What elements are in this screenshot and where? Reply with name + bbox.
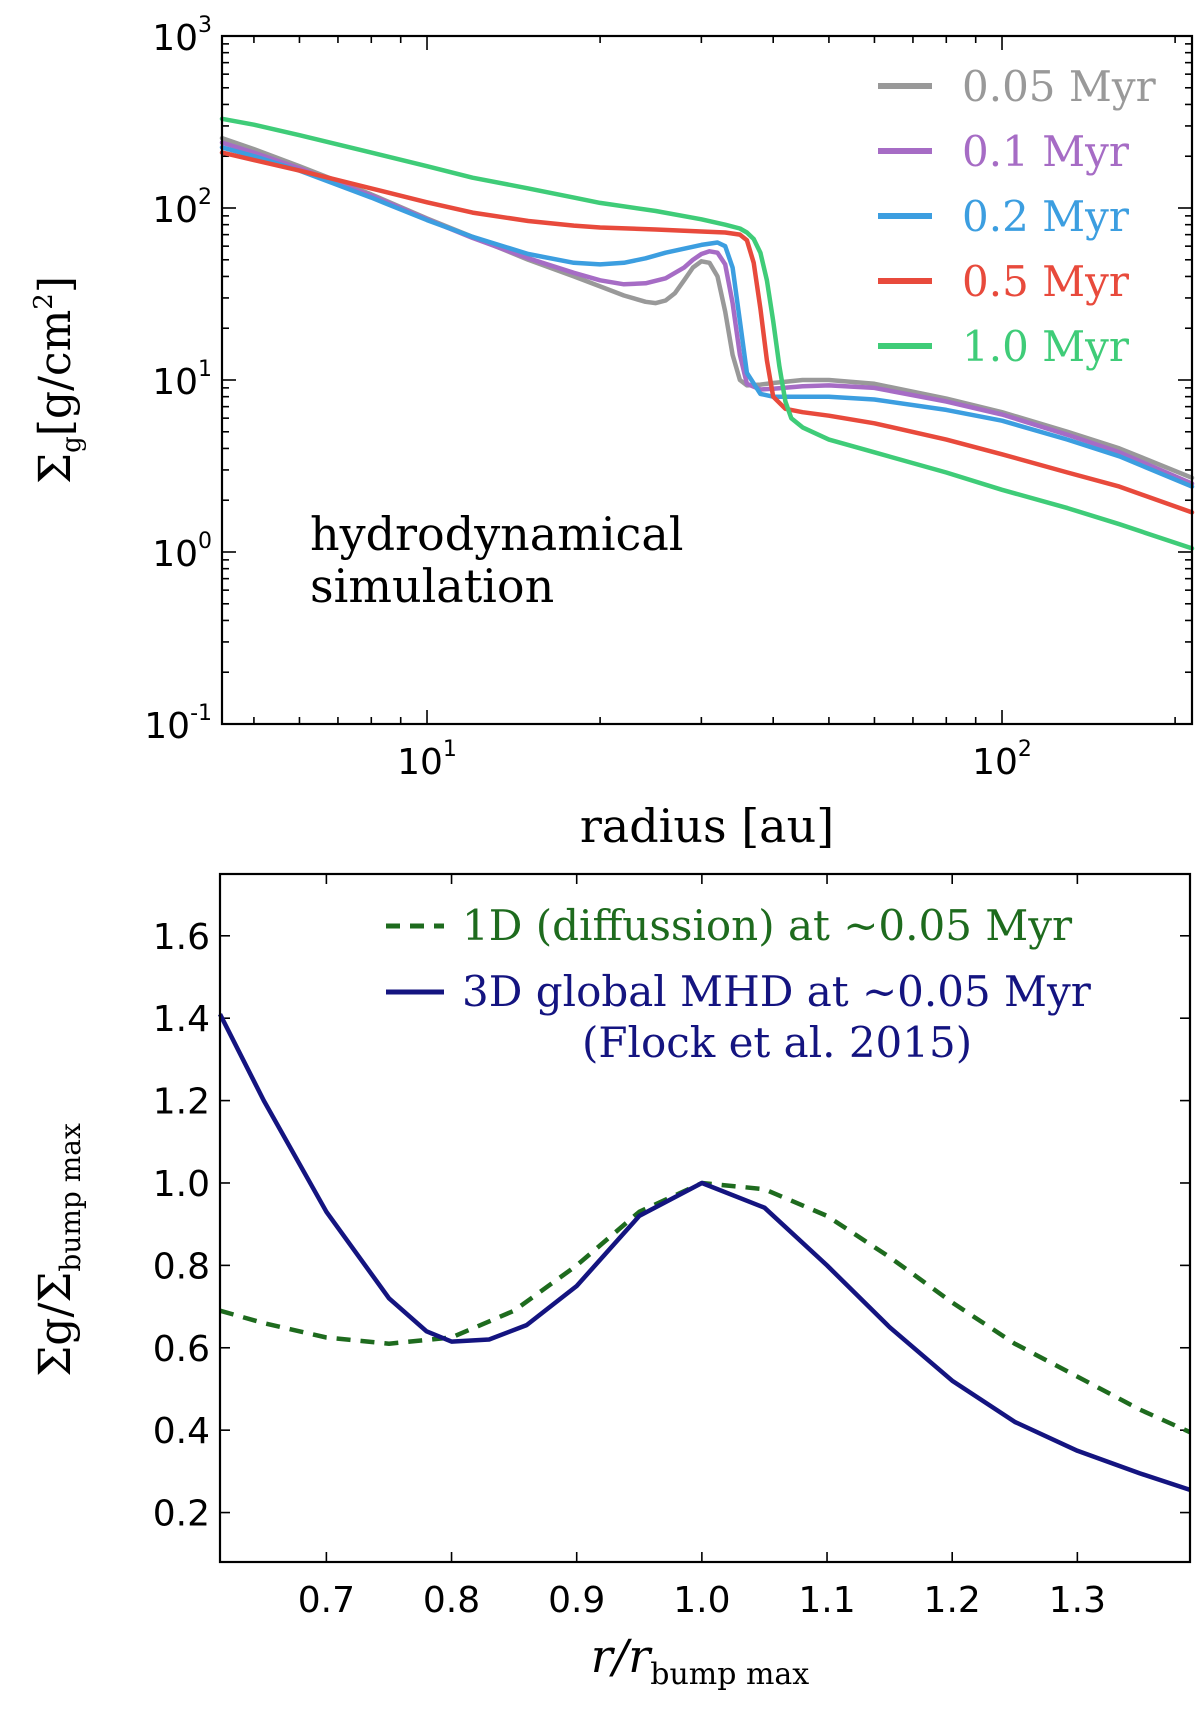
bottom-x-tick-label: 0.7 <box>298 1580 355 1621</box>
bottom-y-tick-label: 1.0 <box>153 1164 210 1205</box>
bottom-x-tick-label: 0.9 <box>548 1580 605 1621</box>
bottom-x-tick-label: 1.2 <box>924 1580 981 1621</box>
top-x-tick-labels: 101 102 <box>397 737 1032 783</box>
top-series-group <box>219 116 1195 551</box>
bottom-x-tick-label: 0.8 <box>423 1580 480 1621</box>
bottom-y-tick-label: 0.8 <box>153 1246 210 1287</box>
bottom-y-tick-label: 1.6 <box>153 917 210 958</box>
bottom-series-1d-diffusion <box>219 1180 1191 1435</box>
annotation-line-1: hydrodynamical <box>310 507 683 561</box>
top-legend-label: 0.5 Myr <box>962 257 1130 306</box>
bottom-legend-label: 1D (diffussion) at ~0.05 Myr <box>462 901 1073 950</box>
bottom-x-tick-labels: 0.7 0.8 0.9 1.0 1.1 1.2 1.3 <box>298 1580 1106 1621</box>
top-legend-label: 1.0 Myr <box>962 322 1130 371</box>
bottom-legend: 1D (diffussion) at ~0.05 Myr 3D global MH… <box>386 901 1092 1016</box>
bottom-y-tick-labels: 0.2 0.4 0.6 0.8 1.0 1.2 1.4 1.6 <box>153 917 210 1535</box>
top-y-tick-label: 102 <box>152 185 212 231</box>
bottom-y-tick-label: 1.2 <box>153 1082 210 1123</box>
bottom-x-tick-label: 1.1 <box>798 1580 855 1621</box>
top-plot-frame <box>220 34 1194 726</box>
bottom-x-tick-label: 1.0 <box>673 1580 730 1621</box>
top-series-1-0-myr <box>219 116 1195 551</box>
bottom-y-tick-label: 0.6 <box>153 1329 210 1370</box>
top-x-axis-label: radius [au] <box>580 799 834 853</box>
top-panel: 103 102 101 100 10-1 101 102 Σg[g/cm2] radius… <box>29 13 1195 853</box>
top-x-tick-label: 102 <box>972 737 1032 783</box>
bottom-panel: 0.2 0.4 0.6 0.8 1.0 1.2 1.4 1.6 0.7 0.8 0.9 1.0 1.1… <box>30 872 1192 1692</box>
top-series-0-2-myr <box>219 145 1195 489</box>
bottom-x-axis-label: r/rbump max <box>591 1629 810 1692</box>
top-y-tick-label: 101 <box>152 357 212 403</box>
annotation-line-2: simulation <box>310 559 554 613</box>
bottom-x-tick-label: 1.3 <box>1049 1580 1106 1621</box>
top-legend-label: 0.2 Myr <box>962 192 1130 241</box>
top-y-tick-label: 100 <box>152 529 212 575</box>
top-legend: 0.05 Myr 0.1 Myr 0.2 Myr 0.5 Myr 1.0 Myr <box>878 62 1157 371</box>
top-legend-label: 0.05 Myr <box>962 62 1157 111</box>
bottom-legend-label: 3D global MHD at ~0.05 Myr <box>462 967 1092 1016</box>
top-axis-ticks <box>222 35 1192 725</box>
bottom-y-tick-label: 1.4 <box>153 999 210 1040</box>
top-y-axis-label: Σg[g/cm2] <box>29 276 87 484</box>
bottom-series-group <box>217 1013 1191 1493</box>
bottom-plot-frame <box>218 872 1192 1564</box>
top-y-tick-labels: 103 102 101 100 10-1 <box>144 13 212 747</box>
top-legend-label: 0.1 Myr <box>962 127 1130 176</box>
bottom-y-tick-label: 0.2 <box>153 1494 210 1535</box>
bottom-series-3d-global-mhd <box>217 1013 1191 1493</box>
top-x-tick-label: 101 <box>397 737 457 783</box>
top-series-0-5-myr <box>219 150 1195 515</box>
bottom-y-axis-label: Σg/Σbump max <box>30 1123 87 1377</box>
legend-note: (Flock et al. 2015) <box>582 1018 972 1067</box>
top-y-tick-label: 10-1 <box>144 701 212 747</box>
top-y-tick-label: 103 <box>152 13 212 59</box>
bottom-y-tick-label: 0.4 <box>153 1411 210 1452</box>
